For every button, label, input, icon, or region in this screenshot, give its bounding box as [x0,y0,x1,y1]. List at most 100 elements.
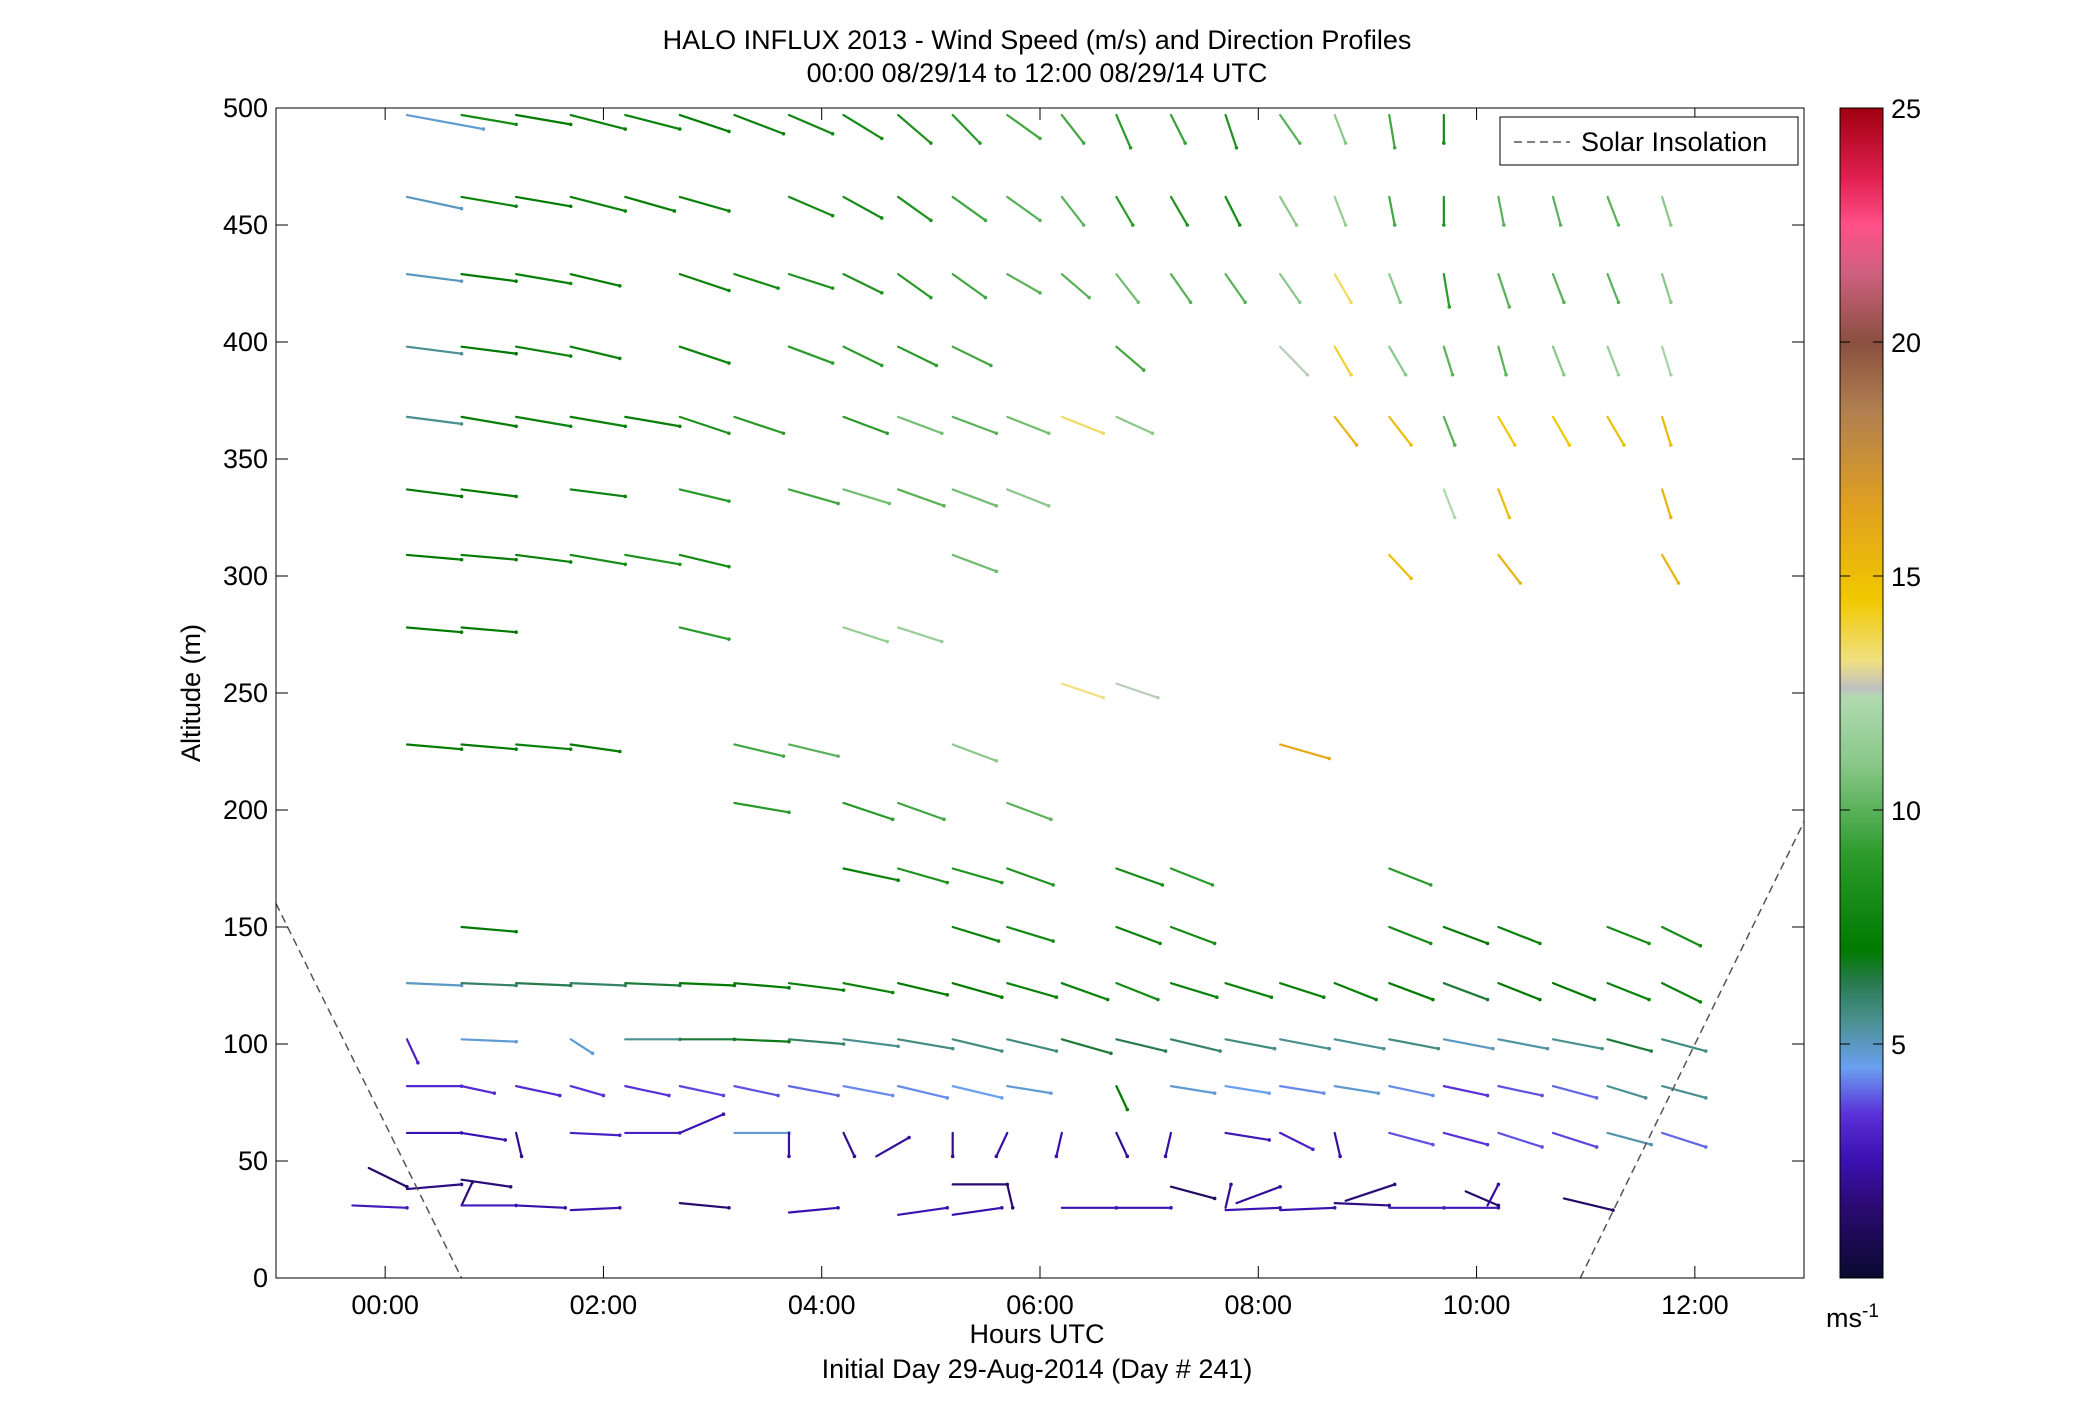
wind-vector [842,1038,900,1048]
wind-vector [1388,553,1413,580]
wind-vector-head [1163,1049,1168,1053]
wind-vector [1115,867,1164,886]
wind-vector [787,1038,845,1046]
wind-vector [1224,195,1241,227]
wind-vector [787,345,834,365]
wind-vector [405,273,463,283]
wind-vector-head [1428,883,1433,887]
wind-vector-head [1703,1145,1708,1149]
wind-vector [951,273,987,299]
wind-vector-head [618,1133,622,1138]
wind-vector [951,1085,1003,1099]
wind-vector-head [879,136,884,141]
wind-vector [842,1131,856,1158]
wind-vector [678,626,731,641]
wind-vector-head [568,747,573,751]
wind-vector [569,113,627,131]
wind-vector [1060,682,1105,699]
wind-vector [405,113,485,131]
chart-subtitle: 00:00 08/29/14 to 12:00 08/29/14 UTC [807,58,1268,88]
wind-vector-head [514,929,518,934]
wind-vector [460,273,518,283]
wind-vector-head [1562,372,1566,377]
legend: Solar Insolation [1499,116,1799,166]
wind-vector-head [1698,943,1703,948]
wind-vector-head [1269,995,1274,999]
wind-vector-head [1592,997,1597,1002]
wind-vector-head [1169,1206,1173,1210]
wind-vector [842,273,883,294]
wind-vector-head [776,1093,780,1098]
wind-vector [1333,1085,1380,1095]
wind-vector [951,982,1003,999]
wind-vector-head [514,122,518,127]
wind-vector [1661,345,1672,376]
wind-vector-head [1081,223,1086,227]
wind-vector-head [1087,295,1091,300]
wind-vector-head [563,1206,568,1210]
wind-vector [569,553,627,566]
wind-vector [1497,273,1511,308]
wind-vector [1115,345,1145,372]
wind-vector-head [1327,756,1332,761]
wind-vector-head [787,1039,791,1044]
wind-vector-head [514,424,518,429]
wind-vector [515,743,572,751]
wind-vector-head [890,817,895,822]
wind-vector [1388,982,1435,1001]
wind-vector-head [836,754,840,758]
wind-vector-head [1215,995,1219,999]
wind-vector-head [1054,1049,1059,1053]
wind-vector [1486,1183,1500,1207]
wind-vector [897,1206,949,1216]
wind-vector [460,925,518,933]
colorbar-tick-label: 5 [1891,1030,1906,1060]
wind-vector [1279,273,1301,304]
wind-vector [405,626,463,634]
wind-vector [1464,1190,1500,1207]
wind-vector [624,1085,671,1097]
wind-vector [1442,925,1489,945]
wind-vector-head [1616,300,1621,305]
wind-vector [1606,1131,1653,1146]
wind-vector-head [1150,431,1155,436]
wind-vector-head [1703,1096,1708,1100]
wind-vector-head [623,127,628,131]
wind-vector [405,982,463,987]
wind-vector-head [568,354,573,358]
wind-vector-head [836,1206,840,1210]
wind-vector-head [1431,997,1435,1002]
wind-vector-head [1141,368,1146,372]
wind-vector [460,195,518,208]
wind-vector-head [1442,223,1446,227]
wind-vector [951,1206,1003,1216]
wind-vector [1388,925,1432,945]
wind-vector-head [1436,1046,1441,1051]
wind-vector-head [1343,223,1348,227]
wind-vector-head [1185,223,1190,227]
wind-vector [367,1166,409,1188]
wind-vector [1006,113,1042,140]
wind-vector-head [727,1206,731,1210]
wind-vector [569,1038,594,1055]
wind-vector [842,867,900,882]
wind-vector-head [514,747,518,751]
wind-vector [405,1183,463,1191]
wind-vector [1661,982,1702,1003]
wind-vector-head [1562,300,1566,305]
wind-vector [678,1113,725,1135]
wind-vector-head [1156,997,1160,1002]
wind-vector [787,273,834,290]
wind-vector [569,273,621,287]
wind-vector-head [781,431,786,436]
wind-vector [1551,1131,1598,1149]
wind-vector [733,113,785,135]
wind-vector-head [994,1154,999,1159]
wind-vector-head [945,1206,950,1210]
wind-vector [1115,113,1132,149]
wind-vector [1279,1038,1331,1050]
wind-vector-head [787,810,791,815]
wind-vector [842,1085,894,1097]
wind-vector [1169,113,1187,145]
